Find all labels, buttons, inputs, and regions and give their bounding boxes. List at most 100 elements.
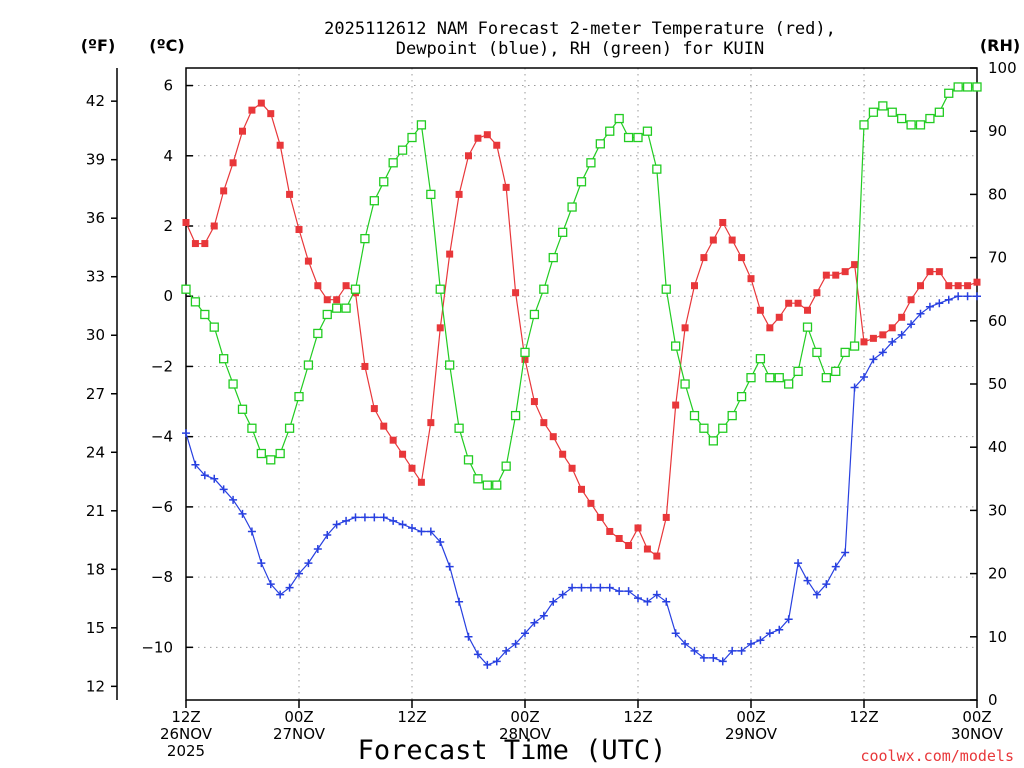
dewpoint-point xyxy=(238,509,247,518)
dewpoint-point xyxy=(521,629,529,638)
rh-unit-label: (RH) xyxy=(980,36,1020,55)
rh-point xyxy=(925,113,935,124)
rh-point xyxy=(671,341,681,351)
rh-point xyxy=(529,309,540,320)
rh-point xyxy=(313,328,323,339)
time-tick-label: 00Z xyxy=(284,708,313,726)
dewpoint-point xyxy=(643,597,652,606)
celsius-tick-label: −6 xyxy=(151,498,173,516)
temperature-point xyxy=(559,450,567,458)
dewpoint-point xyxy=(266,580,275,589)
temperature-point xyxy=(389,436,397,444)
fahrenheit-tick-label: 27 xyxy=(86,385,105,403)
dewpoint-point xyxy=(247,527,256,536)
temperature-point xyxy=(738,254,746,262)
temperature-point xyxy=(512,289,520,297)
temperature-point xyxy=(408,464,416,472)
rh-point xyxy=(746,373,756,383)
dewpoint-point xyxy=(841,548,850,557)
rh-point xyxy=(718,423,728,433)
dewpoint-point xyxy=(464,632,473,641)
temperature-point xyxy=(521,355,529,363)
dewpoint-point xyxy=(888,337,897,346)
fahrenheit-tick-label: 15 xyxy=(86,619,105,637)
time-tick-label: 2025 xyxy=(167,742,205,760)
celsius-tick-label: 0 xyxy=(163,287,173,305)
dewpoint-point xyxy=(577,583,586,592)
temperature-point xyxy=(719,218,727,226)
temperature-point xyxy=(625,542,633,550)
rh-tick-label: 20 xyxy=(988,565,1007,583)
dewpoint-point xyxy=(925,302,934,311)
dewpoint-point xyxy=(370,513,379,522)
temperature-point xyxy=(295,226,303,234)
dewpoint-point xyxy=(455,597,464,606)
dewpoint-point xyxy=(652,590,661,599)
temperature-point xyxy=(540,419,548,427)
rh-point xyxy=(821,373,831,383)
rh-point xyxy=(256,448,266,459)
temperature-point xyxy=(832,271,840,279)
dewpoint-point xyxy=(916,309,925,318)
dewpoint-point xyxy=(502,646,511,655)
fahrenheit-tick-label: 21 xyxy=(86,502,105,520)
rh-point xyxy=(388,158,398,168)
dewpoint-point xyxy=(907,320,916,329)
temperature-point xyxy=(917,282,924,290)
rh-tick-label: 90 xyxy=(988,122,1007,140)
dewpoint-point xyxy=(671,629,680,638)
time-tick-label: 00Z xyxy=(510,708,539,726)
rh-point xyxy=(595,139,605,149)
temperature-point xyxy=(493,141,501,149)
dewpoint-point xyxy=(737,646,746,655)
rh-tick-label: 40 xyxy=(988,438,1007,456)
dewpoint-point xyxy=(709,653,718,662)
rh-point xyxy=(341,303,351,313)
dewpoint-point xyxy=(389,516,398,525)
dewpoint-point xyxy=(398,520,407,529)
temperature-point xyxy=(681,324,689,332)
dewpoint-point xyxy=(436,538,445,546)
rh-point xyxy=(492,480,502,490)
fahrenheit-unit-label: (ºF) xyxy=(81,36,116,55)
dewpoint-point xyxy=(229,495,238,504)
rh-point xyxy=(642,126,653,136)
temperature-point xyxy=(399,450,407,458)
rh-point xyxy=(416,120,427,130)
temperature-point xyxy=(568,464,576,472)
rh-point xyxy=(774,373,784,383)
temperature-point xyxy=(502,183,510,191)
rh-point xyxy=(303,360,314,370)
axis-ticks: 6420−2−4−6−8−104239363330272421181512100… xyxy=(86,59,1017,760)
temperature-point xyxy=(662,513,670,521)
temperature-point xyxy=(606,527,614,535)
temperature-point xyxy=(775,313,783,321)
dewpoint-point xyxy=(850,383,859,392)
rh-point xyxy=(605,126,615,136)
dewpoint-point xyxy=(831,562,840,571)
rh-point xyxy=(972,82,982,92)
dewpoint-point xyxy=(313,545,322,554)
celsius-tick-label: 2 xyxy=(163,217,173,235)
temperature-point xyxy=(935,268,943,276)
rh-point xyxy=(831,366,841,377)
rh-point xyxy=(209,322,219,332)
rh-tick-label: 10 xyxy=(988,628,1007,646)
rh-point xyxy=(266,455,276,465)
rh-point xyxy=(784,379,794,389)
temperature-point xyxy=(888,324,896,332)
temperature-point xyxy=(549,433,557,441)
temperature-point xyxy=(210,222,218,230)
celsius-tick-label: −4 xyxy=(151,428,173,446)
rh-point xyxy=(350,284,361,294)
rh-point xyxy=(849,341,860,351)
temperature-point xyxy=(804,306,811,314)
dewpoint-point xyxy=(973,292,981,301)
temperature-point xyxy=(672,401,680,409)
rh-point xyxy=(652,164,662,174)
dewpoint-point xyxy=(765,629,774,638)
temperature-point xyxy=(191,240,199,248)
rh-point xyxy=(407,132,417,143)
rh-point xyxy=(915,120,926,130)
rh-point xyxy=(897,113,907,124)
